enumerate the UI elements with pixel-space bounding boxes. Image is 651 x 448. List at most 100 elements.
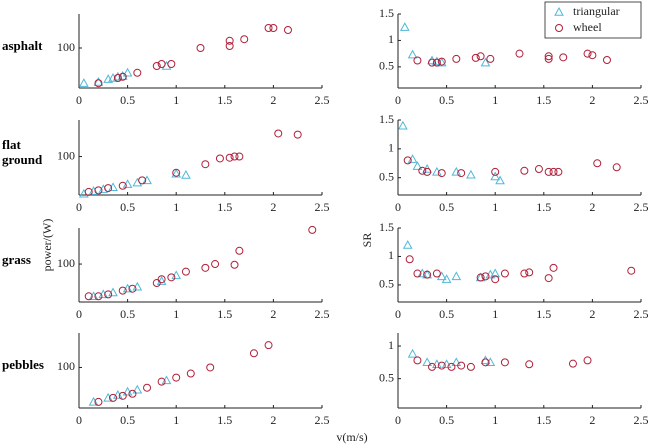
data-point [481,358,490,367]
data-point [88,396,99,406]
data-point [94,292,103,301]
data-point [485,357,496,367]
data-point [491,167,500,176]
data-point [128,284,137,293]
data-point [500,358,509,367]
data-point [133,68,142,77]
data-point [405,255,414,264]
legend-label: wheel [573,20,602,34]
y-tick-label: 1.5 [379,112,394,126]
x-tick-label: 0 [395,200,401,214]
data-point [118,286,127,295]
row-label: flat ground [2,136,43,167]
data-point [293,130,302,139]
data-point [235,152,244,161]
y-tick-label: 1.5 [379,220,394,234]
y-axis-label: SR [360,233,374,248]
x-tick-label: 1 [492,200,498,214]
data-point [103,392,114,402]
data-point [79,188,89,198]
data-point [128,389,137,398]
data-point [515,49,524,58]
x-tick-label: 1.5 [536,413,551,427]
data-point [138,176,147,185]
data-point [113,74,122,82]
data-point [206,363,215,372]
y-tick-label: 0.5 [379,169,394,183]
data-point [480,57,491,67]
x-tick-label: 1 [173,93,179,107]
y-axis-label: power/(W) [40,219,54,272]
data-point [466,362,475,371]
x-tick-label: 1 [173,307,179,321]
data-point [274,129,283,138]
x-tick-label: 2 [270,307,276,321]
y-tick-label: 100 [57,148,75,162]
data-point [544,52,553,61]
data-point [186,369,195,378]
data-point [544,167,553,176]
data-point [118,181,127,190]
x-tick-label: 1.5 [217,200,232,214]
data-point [88,291,99,301]
data-point [308,225,317,234]
data-point [122,179,133,188]
data-point [157,60,166,68]
x-tick-label: 0.5 [439,307,454,321]
x-tick-label: 0.5 [439,413,454,427]
data-point [423,167,432,176]
x-tick-label: 1 [173,413,179,427]
data-point [399,22,410,31]
data-point [104,290,113,299]
data-point [534,165,543,174]
data-point [549,167,558,176]
x-tick-label: 0 [395,93,401,107]
data-point [157,377,166,386]
x-tick-label: 2.5 [634,413,649,427]
data-point [559,53,568,62]
legend-marker [554,6,564,16]
data-point [500,269,509,278]
x-tick-label: 2.5 [315,93,330,107]
data-point [544,54,553,63]
y-tick-label: 1 [388,141,394,155]
data-point [476,273,485,282]
data-point [215,154,224,163]
data-point [196,44,205,52]
x-tick-label: 2 [270,200,276,214]
y-tick-label: 0.5 [379,370,394,384]
data-point [583,356,592,365]
data-point [441,274,452,283]
data-point [428,362,437,371]
data-point [437,361,446,370]
data-point [93,76,104,86]
data-point [230,152,239,161]
y-tick-label: 100 [57,256,75,270]
data-point [525,360,534,369]
data-point [437,169,446,178]
x-tick-label: 0.5 [120,413,135,427]
data-point [432,166,442,176]
data-point [407,154,418,163]
data-point [413,356,422,365]
data-point [94,79,103,88]
data-point [544,274,553,283]
x-tick-label: 2 [589,307,595,321]
data-point [447,362,456,371]
data-point [402,240,413,249]
data-point [602,55,611,64]
data-point [225,153,234,162]
data-point [490,171,501,181]
row-label: pebbles [2,357,44,372]
data-point [436,57,447,67]
data-point [225,36,234,45]
data-point [398,120,408,130]
data-point [437,57,446,66]
data-point [480,355,491,365]
x-tick-label: 2 [589,413,595,427]
x-tick-label: 1.5 [536,200,551,214]
data-point [240,35,249,44]
x-tick-label: 0 [76,93,82,107]
data-point [432,58,441,67]
